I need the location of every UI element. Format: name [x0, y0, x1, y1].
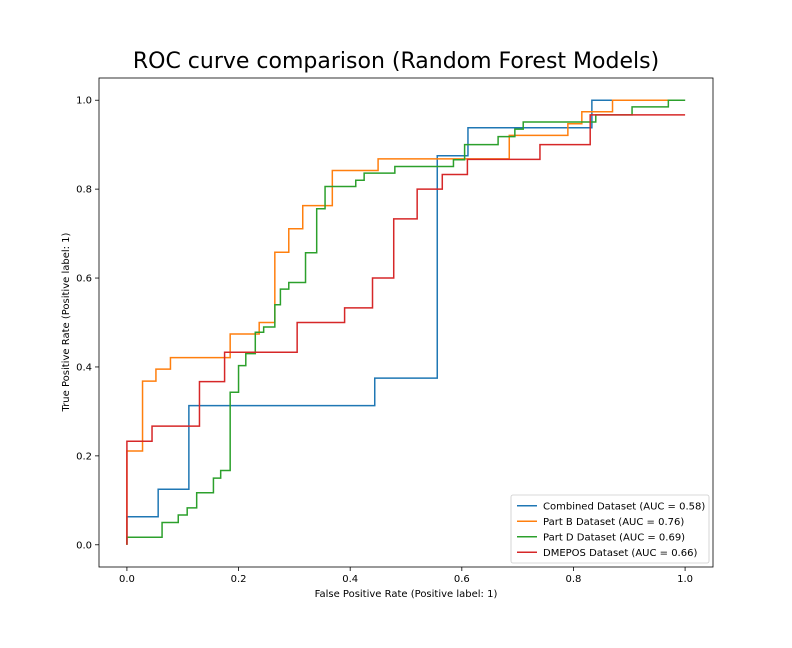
series-line-4 — [126, 114, 686, 545]
y-tick-label-0: 0.0 — [76, 540, 92, 551]
x-tick-label-2: 0.4 — [342, 574, 358, 585]
series-line-3 — [126, 99, 686, 545]
legend-box — [510, 494, 710, 564]
x-tick-label-4: 0.8 — [566, 574, 582, 585]
y-tick-label-2: 0.4 — [76, 362, 92, 373]
plot-frame — [98, 77, 714, 568]
x-tick-label-5: 1.0 — [677, 574, 693, 585]
y-tick-label-4: 0.8 — [76, 185, 92, 196]
x-tick-label-3: 0.6 — [454, 574, 470, 585]
y-tick-label-1: 0.2 — [76, 451, 92, 462]
y-tick-label-5: 1.0 — [76, 96, 92, 107]
legend: Combined Dataset (AUC = 0.58) Part B Data… — [510, 494, 710, 564]
plot-area: 0.0 0.2 0.4 0.6 0.8 1.0 0.0 0.2 0.4 0.6 0.8 1.0 — [76, 77, 714, 585]
chart-title: ROC curve comparison (Random Forest Mode… — [133, 49, 659, 74]
series-line-1 — [126, 99, 686, 545]
legend-label-1: Combined Dataset (AUC = 0.58) — [543, 501, 705, 512]
y-axis-label: True Positive Rate (Positive label: 1) — [61, 232, 72, 412]
series-line-2 — [126, 99, 686, 545]
legend-label-2: Part B Dataset (AUC = 0.76) — [543, 517, 684, 528]
legend-label-4: DMEPOS Dataset (AUC = 0.66) — [543, 548, 697, 559]
x-tick-label-0: 0.0 — [119, 574, 135, 585]
x-tick-label-1: 0.2 — [231, 574, 247, 585]
y-tick-label-3: 0.6 — [76, 274, 92, 285]
legend-label-3: Part D Dataset (AUC = 0.69) — [543, 532, 685, 543]
x-axis-label: False Positive Rate (Positive label: 1) — [315, 589, 498, 600]
